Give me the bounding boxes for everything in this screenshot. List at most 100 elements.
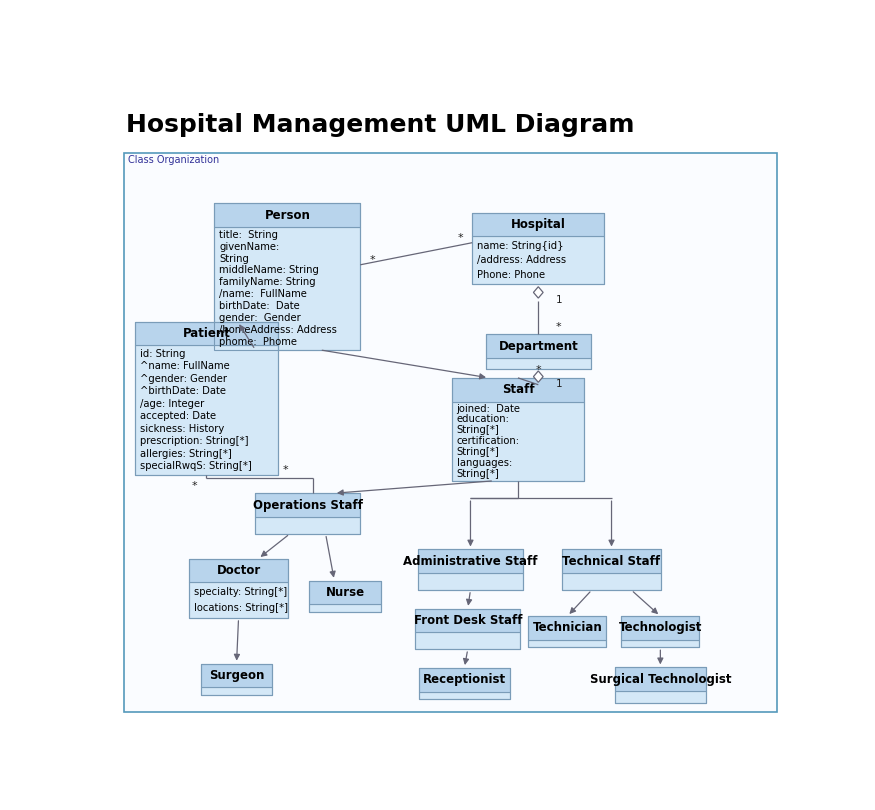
Bar <box>452 377 584 481</box>
Text: /homeAddress: Address: /homeAddress: Address <box>220 325 337 335</box>
Text: sickness: History: sickness: History <box>140 424 224 434</box>
Text: *: * <box>457 232 463 243</box>
Bar <box>452 402 584 481</box>
Bar <box>310 604 381 612</box>
Text: givenName:: givenName: <box>220 241 279 252</box>
Bar <box>189 582 288 618</box>
Bar <box>563 573 661 590</box>
Text: specialty: String[*]: specialty: String[*] <box>194 587 287 598</box>
Bar <box>201 663 272 687</box>
Text: allergies: String[*]: allergies: String[*] <box>140 449 232 458</box>
Bar <box>486 335 591 369</box>
Text: familyName: String: familyName: String <box>220 277 316 288</box>
Text: Operations Staff: Operations Staff <box>253 499 363 512</box>
Text: ^gender: Gender: ^gender: Gender <box>140 373 227 384</box>
Bar <box>310 581 381 604</box>
Bar <box>418 668 510 699</box>
Text: Phone: Phone: Phone: Phone <box>477 270 545 279</box>
Text: Hospital: Hospital <box>511 218 566 231</box>
Bar <box>486 358 591 369</box>
Bar <box>528 616 606 647</box>
Text: Technical Staff: Technical Staff <box>563 555 661 568</box>
Bar <box>563 549 661 590</box>
Text: joined:  Date: joined: Date <box>457 403 521 414</box>
Text: gender:  Gender: gender: Gender <box>220 313 301 323</box>
Bar <box>416 608 521 649</box>
Bar <box>621 640 699 647</box>
Bar <box>614 667 706 691</box>
Bar <box>563 549 661 573</box>
Bar <box>452 377 584 402</box>
Text: locations: String[*]: locations: String[*] <box>194 603 288 613</box>
Text: phome:  Phome: phome: Phome <box>220 337 298 347</box>
Bar <box>214 203 360 350</box>
Bar <box>473 212 605 237</box>
Text: Technologist: Technologist <box>619 621 702 634</box>
Bar <box>418 573 523 590</box>
Text: Receptionist: Receptionist <box>423 673 506 686</box>
Bar <box>201 687 272 695</box>
Bar <box>621 616 699 640</box>
Polygon shape <box>534 287 543 298</box>
Bar <box>418 692 510 699</box>
Bar <box>255 493 360 534</box>
Bar <box>614 667 706 703</box>
Bar <box>486 335 591 358</box>
Text: ^name: FullName: ^name: FullName <box>140 361 229 371</box>
Text: *: * <box>283 465 289 475</box>
Bar <box>473 212 605 284</box>
Bar <box>135 322 277 475</box>
Bar <box>189 559 288 582</box>
Text: languages:: languages: <box>457 458 512 468</box>
Bar <box>201 663 272 695</box>
Polygon shape <box>534 371 543 382</box>
Text: ^birthDate: Date: ^birthDate: Date <box>140 386 226 396</box>
Bar <box>418 668 510 692</box>
Text: String[*]: String[*] <box>457 425 500 435</box>
Text: prescription: String[*]: prescription: String[*] <box>140 437 248 446</box>
Text: Department: Department <box>499 339 578 352</box>
Text: /age: Integer: /age: Integer <box>140 399 204 409</box>
Text: middleName: String: middleName: String <box>220 266 319 275</box>
Text: accepted: Date: accepted: Date <box>140 411 216 421</box>
Bar <box>416 633 521 649</box>
Text: /address: Address: /address: Address <box>477 255 566 266</box>
Text: /name:  FullName: /name: FullName <box>220 289 307 300</box>
Text: *: * <box>192 481 197 491</box>
Text: birthDate:  Date: birthDate: Date <box>220 301 300 311</box>
Text: 1: 1 <box>556 295 562 305</box>
Text: id: String: id: String <box>140 348 186 359</box>
Text: Surgical Technologist: Surgical Technologist <box>590 672 732 685</box>
Text: Hospital Management UML Diagram: Hospital Management UML Diagram <box>126 113 635 137</box>
Bar <box>310 581 381 612</box>
Text: Doctor: Doctor <box>216 564 261 577</box>
Text: Technician: Technician <box>533 621 602 634</box>
Bar <box>189 559 288 618</box>
Text: *: * <box>369 255 375 265</box>
Text: Front Desk Staff: Front Desk Staff <box>414 614 522 627</box>
Bar <box>214 227 360 350</box>
Bar <box>255 493 360 517</box>
Text: name: String{id}: name: String{id} <box>477 241 564 251</box>
Text: String[*]: String[*] <box>457 447 500 457</box>
Text: education:: education: <box>457 415 509 424</box>
Text: specialRwqS: String[*]: specialRwqS: String[*] <box>140 462 252 471</box>
Bar <box>528 640 606 647</box>
Text: Surgeon: Surgeon <box>209 669 264 682</box>
Text: title:  String: title: String <box>220 230 278 240</box>
Text: String[*]: String[*] <box>457 469 500 479</box>
Bar <box>135 345 277 475</box>
Bar <box>621 616 699 647</box>
Text: Administrative Staff: Administrative Staff <box>403 555 538 568</box>
Bar <box>135 322 277 345</box>
Bar <box>614 691 706 703</box>
Bar <box>418 549 523 573</box>
Text: Patient: Patient <box>182 327 230 340</box>
Text: Staff: Staff <box>501 383 535 396</box>
Bar <box>528 616 606 640</box>
Bar <box>214 203 360 227</box>
Bar <box>416 608 521 633</box>
Text: Nurse: Nurse <box>326 586 365 599</box>
Bar <box>418 549 523 590</box>
Bar <box>124 153 777 711</box>
